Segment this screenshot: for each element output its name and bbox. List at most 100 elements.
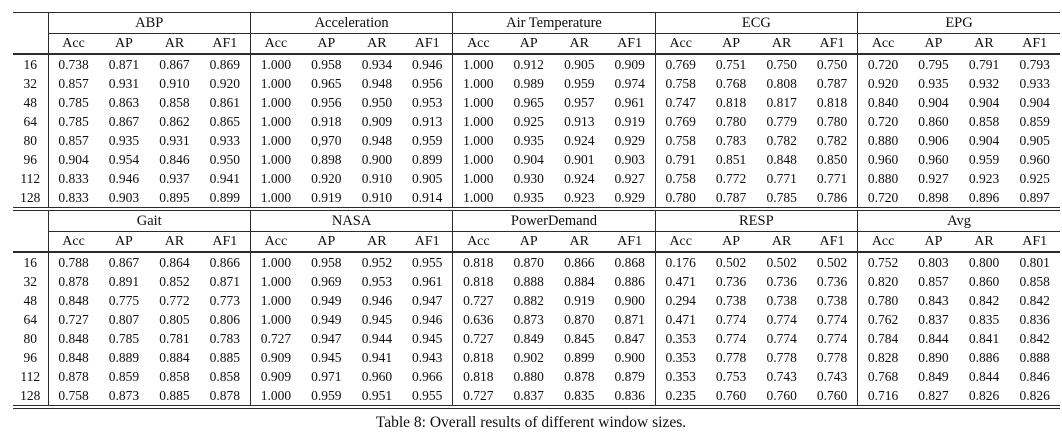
value-cell: 0.785 [47,112,99,131]
value-cell: 0.989 [513,76,544,91]
value-cell: 0.944 [361,331,393,346]
value-cell: 0.780 [816,114,848,129]
value-cell: 0.958 [311,255,342,270]
value-cell: 0.842 [968,293,1000,308]
value-cell: 0.918 [311,114,342,129]
value-cell: 0.871 [209,274,241,289]
value-cell: 0.727 [47,310,99,329]
metric-header: Acc [654,33,706,55]
value-cell: 0.471 [654,272,706,291]
value-cell: 0.867 [159,57,190,72]
value-cell: 0.471 [654,310,706,329]
value-cell: 0.948 [361,76,393,91]
value-cell: 0.904 [513,152,544,167]
value-cell: 0.774 [766,331,797,346]
value-cell: 0.760 [756,386,807,409]
value-cell: 0.961 [614,95,645,110]
value-cell: 0.752 [857,252,909,272]
value-cell: 0.778 [816,350,848,365]
dataset-group-header: EPG [857,12,1060,34]
value-cell: 0.937 [159,171,190,186]
value-cell: 0.941 [209,171,241,186]
value-cell: 0.960 [1019,152,1050,167]
value-cell: 0.775 [108,293,140,308]
value-cell: 0.843 [918,293,949,308]
value-cell: 1.000 [249,150,301,169]
value-cell: 0.905 [564,57,595,72]
window-size-label: 32 [13,74,49,93]
value-cell: 0.864 [159,255,190,270]
metric-header: Acc [857,231,909,253]
metric-header: AR [149,231,200,253]
value-cell: 0.946 [412,312,443,327]
value-cell: 0.960 [361,369,393,384]
value-cell: 0.353 [654,348,706,367]
value-cell: 0.859 [108,369,140,384]
value-cell: 0.836 [1019,312,1050,327]
group-header-row: ABP Acceleration Air Temperature ECG EPG [13,12,1060,34]
value-cell: 0.948 [361,133,393,148]
value-cell: 0.857 [47,131,99,150]
metric-header: AF1 [402,231,453,253]
value-cell: 0.935 [503,188,554,211]
value-cell: 0.768 [715,76,747,91]
table-row: 32 0.878 0.891 0.852 0.871 1.000 0.969 0.953 0.9… [13,272,1060,291]
value-cell: 0.905 [1019,133,1050,148]
value-cell: 0.846 [1019,369,1050,384]
value-cell: 0.885 [209,350,241,365]
value-cell: 0.780 [857,291,909,310]
value-cell: 0.954 [108,152,140,167]
value-cell: 0.880 [857,169,909,188]
value-cell: 0.793 [1019,57,1050,72]
value-cell: 0.878 [47,272,99,291]
value-cell: 0.852 [159,274,190,289]
value-cell: 0.795 [918,57,949,72]
value-cell: 0.738 [816,293,848,308]
table-row: 128 0.833 0.903 0.895 0.899 1.000 0.919 0.910 0.… [13,188,1060,211]
value-cell: 0.636 [452,310,504,329]
value-cell: 0.769 [654,54,706,74]
value-cell: 0.353 [654,367,706,386]
value-cell: 0.502 [715,255,747,270]
value-cell: 0.833 [47,169,99,188]
value-cell: 1.000 [249,93,301,112]
value-cell: 0.909 [249,348,301,367]
value-cell: 0.176 [654,252,706,272]
value-cell: 0.774 [816,312,848,327]
value-cell: 0.914 [402,188,453,211]
table-caption: Table 8: Overall results of different wi… [375,414,687,431]
value-cell: 0.896 [958,188,1010,211]
value-cell: 0.935 [918,76,949,91]
value-cell: 0.910 [361,171,393,186]
value-cell: 1.000 [249,54,301,74]
metric-header: Acc [47,231,99,253]
metric-header: AF1 [199,231,251,253]
window-size-label: 112 [13,367,49,386]
value-cell: 0.888 [513,274,544,289]
metric-header: Acc [47,33,99,55]
metric-header: AP [908,33,959,55]
value-cell: 0.860 [918,114,949,129]
value-cell: 0.900 [614,350,645,365]
window-size-label: 80 [13,131,49,150]
value-cell: 0.858 [1019,274,1050,289]
value-cell: 0.808 [766,76,797,91]
value-cell: 0.909 [614,57,645,72]
value-cell: 0.965 [513,95,544,110]
table-row: 16 0.738 0.871 0.867 0.869 1.000 0.958 0.934 0.9… [13,54,1060,74]
value-cell: 0.927 [918,171,949,186]
value-cell: 0.858 [159,95,190,110]
value-cell: 0.956 [311,95,342,110]
value-cell: 0.774 [715,312,747,327]
value-cell: 0.949 [311,312,342,327]
value-cell: 1.000 [249,291,301,310]
value-cell: 0.845 [564,331,595,346]
metric-row-corner-cell [13,231,49,253]
value-cell: 0.913 [412,114,443,129]
value-cell: 0.903 [614,152,645,167]
metric-header: AF1 [604,231,656,253]
metric-header: Acc [654,231,706,253]
dataset-group-header: Air Temperature [452,12,656,34]
metric-header: Acc [452,231,504,253]
